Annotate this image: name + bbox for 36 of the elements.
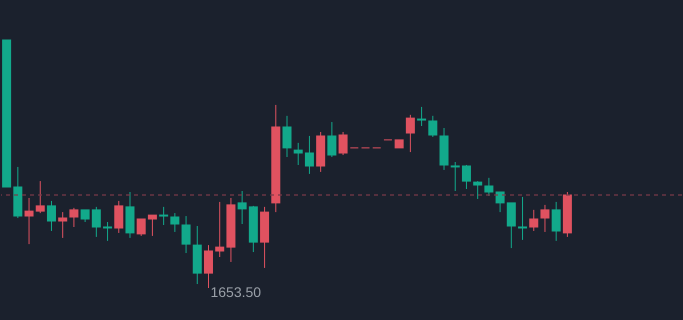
candlestick [238, 190, 247, 224]
candlestick [136, 218, 146, 236]
candlestick [529, 209, 538, 232]
candlestick [406, 114, 415, 153]
candlestick [80, 209, 90, 223]
candlestick [159, 206, 168, 226]
candlestick [294, 142, 303, 166]
candlestick [506, 202, 516, 249]
candlestick [473, 180, 482, 200]
candlestick [46, 200, 56, 232]
candlestick [58, 212, 68, 238]
candlestick [462, 164, 471, 190]
candlestick [148, 214, 157, 236]
candlestick [170, 212, 180, 232]
candlestick [204, 244, 213, 288]
candlestick [518, 196, 528, 240]
candlestick [282, 115, 292, 158]
candlestick [496, 192, 505, 213]
candlestick [69, 207, 78, 228]
candlestick [552, 201, 561, 242]
candlestick [215, 201, 224, 258]
candlestick [103, 222, 112, 242]
candlestick [36, 180, 45, 214]
candlestick [450, 161, 460, 192]
candlestick [428, 115, 438, 138]
candlestick [182, 216, 191, 254]
candlestick [92, 206, 101, 238]
candlestick [24, 197, 34, 245]
candlestick [114, 200, 124, 234]
candlestick [327, 122, 336, 158]
candlestick [304, 135, 314, 174]
annotation: 1653.50 [210, 284, 262, 300]
candlestick [540, 204, 550, 232]
candlestick [484, 177, 494, 196]
candlestick [338, 131, 348, 156]
candlestick [417, 106, 426, 127]
